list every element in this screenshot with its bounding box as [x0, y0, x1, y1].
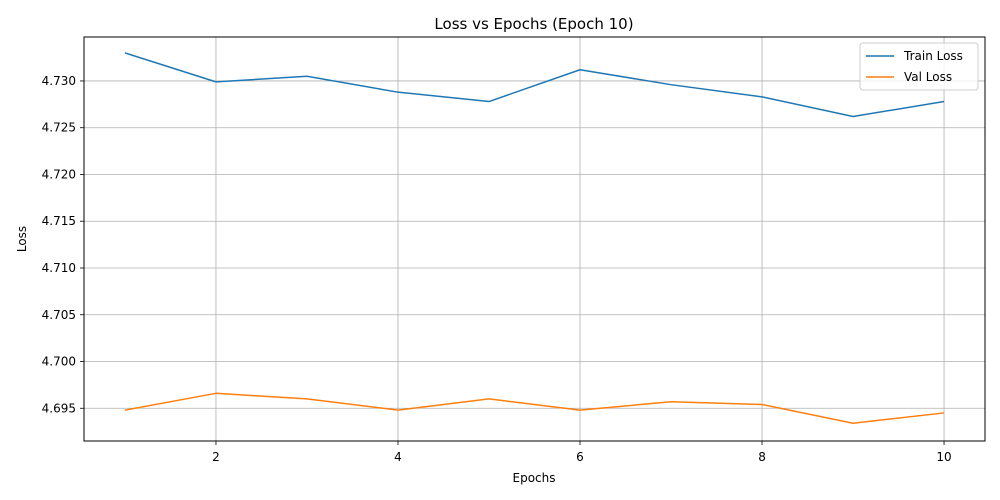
y-tick-label: 4.700 [42, 355, 76, 369]
y-axis-label: Loss [15, 226, 29, 252]
x-axis-label: Epochs [513, 471, 556, 485]
series-line-train-loss [124, 52, 945, 118]
y-axis: 4.695 4.700 4.705 4.710 4.715 4.720 4.725 4.730 [42, 74, 84, 415]
x-tick-label: 4 [394, 450, 402, 464]
y-tick-label: 4.715 [42, 214, 76, 228]
y-tick-label: 4.720 [42, 167, 76, 181]
y-tick-label: 4.695 [42, 401, 76, 415]
y-tick-label: 4.710 [42, 261, 76, 275]
legend: Train Loss Val Loss [859, 42, 979, 91]
grid [84, 37, 985, 441]
series-layer [124, 52, 945, 424]
plot-frame [83, 36, 986, 442]
y-tick-label: 4.725 [42, 121, 76, 135]
y-tick-label: 4.705 [42, 308, 76, 322]
x-tick-label: 10 [936, 450, 951, 464]
x-axis: 2 4 6 8 10 [212, 441, 952, 464]
y-tick-label: 4.730 [42, 74, 76, 88]
x-tick-label: 2 [212, 450, 220, 464]
series-line-val-loss [124, 392, 945, 424]
legend-box [859, 42, 979, 91]
legend-label: Val Loss [904, 70, 952, 84]
legend-label: Train Loss [903, 49, 963, 63]
x-tick-label: 6 [576, 450, 584, 464]
chart-title: Loss vs Epochs (Epoch 10) [434, 15, 633, 33]
x-tick-label: 8 [758, 450, 766, 464]
